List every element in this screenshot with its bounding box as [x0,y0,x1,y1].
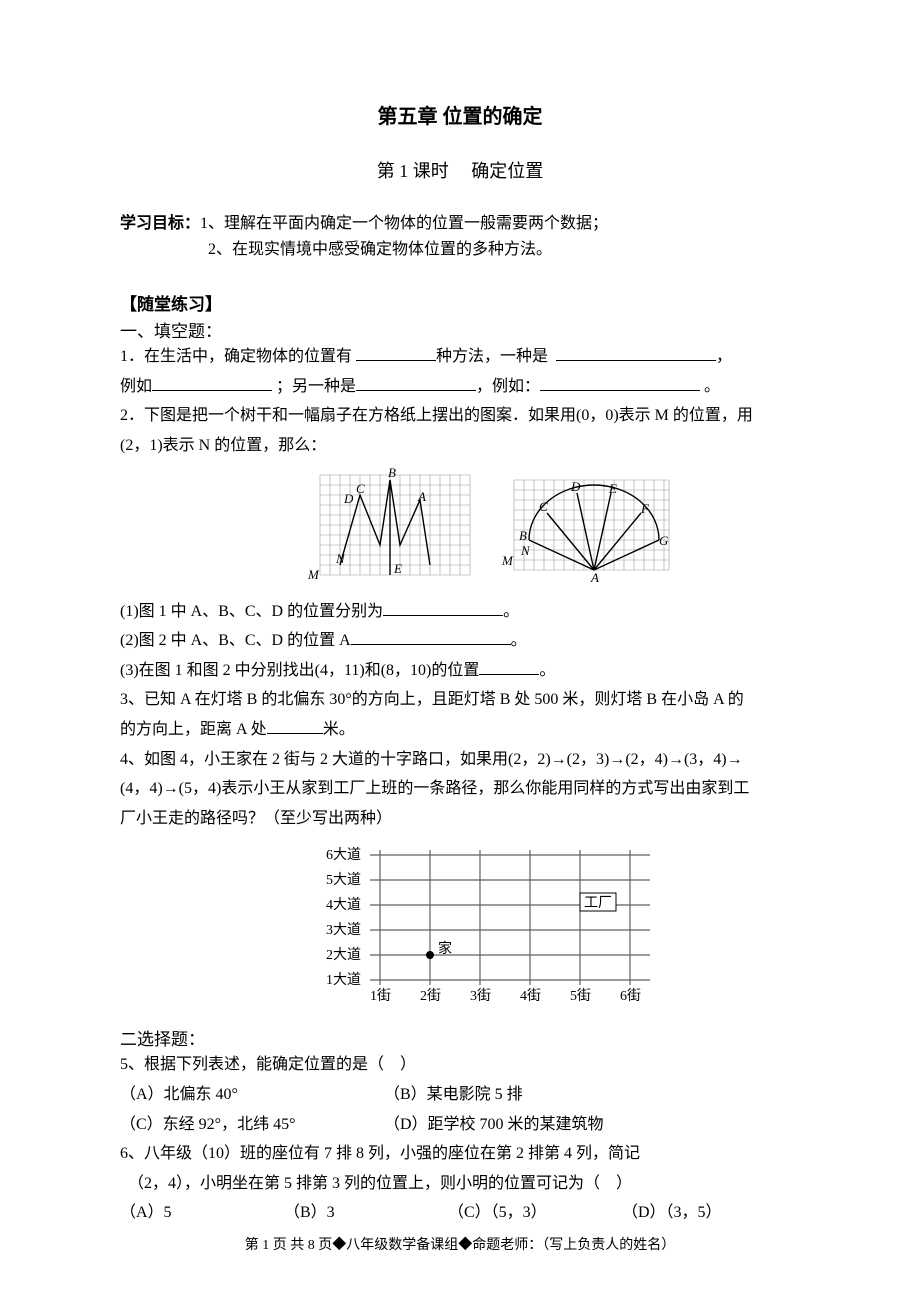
page: 第五章 位置的确定 第 1 课时 确定位置 学习目标：1、理解在平面内确定一个物… [0,0,920,1302]
learning-objectives: 学习目标：1、理解在平面内确定一个物体的位置一般需要两个数据； 2、在现实情境中… [120,211,800,262]
practice-header: 【随堂练习】 [120,290,800,315]
svg-text:1大道: 1大道 [326,972,361,988]
blank[interactable] [556,344,716,361]
svg-text:6街: 6街 [620,988,641,1004]
question-2: 2．下图是把一个树干和一幅扇子在方格纸上摆出的图案．如果用(0，0)表示 M 的… [120,401,800,460]
blank[interactable] [351,628,511,645]
svg-text:F: F [640,501,650,516]
question-2-sub2: (2)图 2 中 A、B、C、D 的位置 A。 [120,626,800,656]
svg-text:D: D [570,479,581,494]
figure-streets: 6大道 5大道 4大道 3大道 2大道 1大道 1街 2街 3街 4街 5街 6… [320,835,680,1010]
svg-text:2街: 2街 [420,988,441,1004]
svg-text:6大道: 6大道 [326,847,361,863]
svg-text:家: 家 [438,940,452,957]
svg-text:3街: 3街 [470,988,491,1004]
svg-text:C: C [356,481,365,496]
question-4: 4、如图 4，小王家在 2 街与 2 大道的十字路口，如果用(2，2)→(2，3… [120,745,800,834]
question-2-sub3: (3)在图 1 和图 2 中分别找出(4，11)和(8，10)的位置。 [120,656,800,686]
question-6-options: （A）5 （B）3 （C）（5，3） （D）（3，5） [120,1198,800,1228]
page-footer: 第 1 页 共 8 页◆八年级数学备课组◆命题老师：（写上负责人的姓名） [0,1234,920,1254]
figure-2-fan: M N A B C D E F G [499,465,674,585]
blank[interactable] [267,717,323,734]
option-d[interactable]: （D）距学校 700 米的某建筑物 [384,1110,604,1140]
blank[interactable] [356,374,476,391]
objectives-label: 学习目标： [120,215,200,232]
question-5-options-row2: （C）东经 92°，北纬 45° （D）距学校 700 米的某建筑物 [120,1110,800,1140]
option-a[interactable]: （A）5 [120,1198,280,1228]
option-a[interactable]: （A）北偏东 40° [120,1080,380,1110]
svg-text:B: B [519,528,527,543]
option-c[interactable]: （C）东经 92°，北纬 45° [120,1110,380,1140]
svg-text:4大道: 4大道 [326,897,361,913]
blank[interactable] [479,658,539,675]
figure-1-tree: M N A B C D E [300,465,475,585]
svg-text:E: E [393,561,402,576]
svg-text:M: M [307,567,320,582]
question-6: 6、八年级（10）班的座位有 7 排 8 列，小强的座位在第 2 排第 4 列，… [120,1139,800,1198]
figure-row: M N A B C D E [300,465,800,585]
question-2-sub1: (1)图 1 中 A、B、C、D 的位置分别为。 [120,597,800,627]
svg-text:M: M [501,553,514,568]
question-5-options-row1: （A）北偏东 40° （B）某电影院 5 排 [120,1080,800,1110]
svg-text:4街: 4街 [520,988,541,1004]
svg-text:A: A [590,570,599,585]
choice-header: 二选择题： [120,1025,800,1050]
svg-text:N: N [520,543,531,558]
blank[interactable] [540,374,700,391]
option-b[interactable]: （B）3 [284,1198,444,1228]
lesson-title: 第 1 课时 确定位置 [120,157,800,183]
blank[interactable] [383,599,503,616]
blank[interactable] [152,374,272,391]
svg-text:工厂: 工厂 [584,896,612,911]
svg-text:N: N [335,551,346,566]
fill-blank-header: 一、填空题： [120,317,800,342]
svg-text:5街: 5街 [570,988,591,1004]
svg-text:A: A [417,489,426,504]
svg-text:B: B [388,465,396,480]
svg-text:E: E [608,481,617,496]
svg-text:D: D [343,491,354,506]
question-5: 5、根据下列表述，能确定位置的是（ ） [120,1050,800,1080]
svg-text:C: C [539,499,548,514]
svg-text:3大道: 3大道 [326,922,361,938]
question-1: 1．在生活中，确定物体的位置有 种方法，一种是 ， 例如 ；另一种是，例如： 。 [120,342,800,401]
blank[interactable] [356,344,436,361]
option-c[interactable]: （C）（5，3） [448,1198,618,1228]
svg-text:5大道: 5大道 [326,872,361,888]
objective-2: 2、在现实情境中感受确定物体位置的多种方法。 [208,241,552,258]
objective-1: 1、理解在平面内确定一个物体的位置一般需要两个数据； [200,215,608,232]
option-d[interactable]: （D）（3，5） [622,1198,722,1228]
svg-text:1街: 1街 [370,988,391,1004]
svg-text:2大道: 2大道 [326,947,361,963]
svg-text:G: G [659,533,669,548]
question-3: 3、已知 A 在灯塔 B 的北偏东 30°的方向上，且距灯塔 B 处 500 米… [120,685,800,744]
option-b[interactable]: （B）某电影院 5 排 [384,1080,523,1110]
chapter-title: 第五章 位置的确定 [120,100,800,129]
